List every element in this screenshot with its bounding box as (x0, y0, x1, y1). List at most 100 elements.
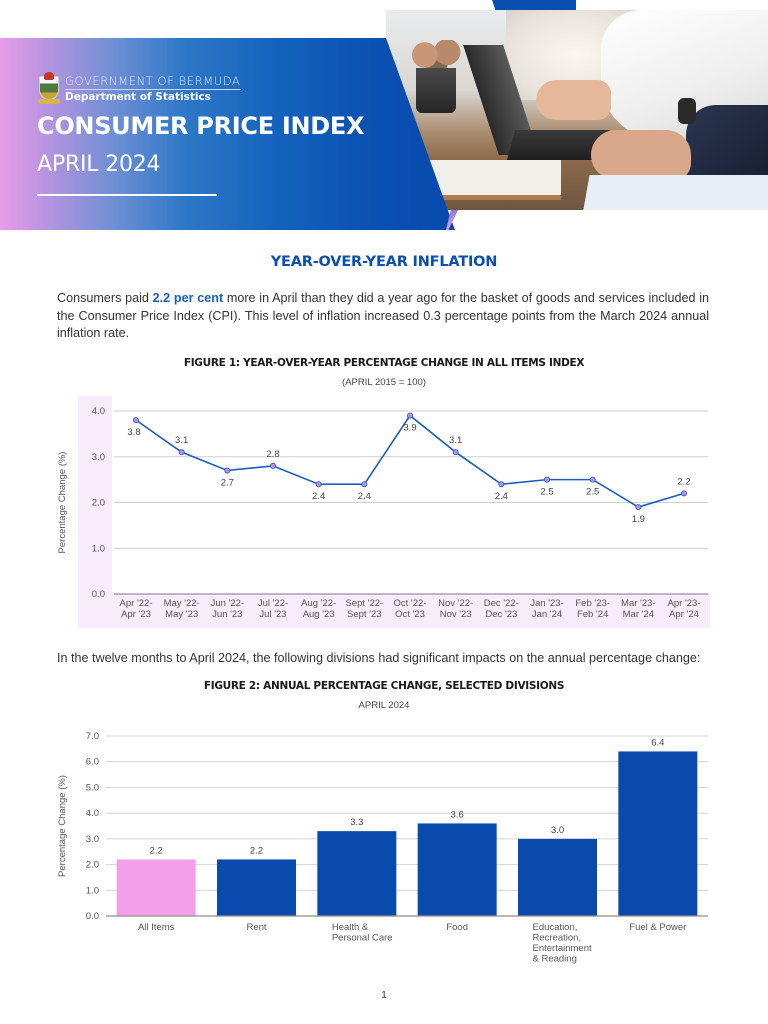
bar-value-label: 2.2 (250, 845, 263, 856)
x-tick-label: Education, (533, 922, 578, 933)
y-tick-label: 3.0 (92, 452, 105, 463)
x-tick-label: Food (446, 922, 468, 933)
x-tick-label: Aug '22- (301, 598, 336, 609)
x-tick-label: Recreation, (533, 933, 582, 944)
dept-name: Department of Statistics (65, 90, 211, 103)
x-tick-label: Feb '23- (575, 598, 610, 609)
data-label: 2.4 (312, 491, 325, 502)
data-point (361, 481, 368, 488)
x-tick-label: Apr '22- (120, 598, 153, 609)
data-label: 1.9 (632, 514, 645, 525)
bar-value-label: 2.2 (150, 845, 163, 856)
data-point (589, 476, 596, 483)
x-tick-label: May '23 (165, 609, 198, 620)
x-tick-label: All Items (138, 922, 175, 933)
data-point (635, 504, 642, 511)
data-point (269, 462, 276, 469)
x-tick-label: Mar '23- (621, 598, 656, 609)
coat-of-arms-icon (38, 72, 60, 106)
bar-chart-svg: 0.0 1.0 2.0 3.0 4.0 5.0 6.0 7.0 Percentage Chang… (57, 731, 708, 965)
x-tick-label: Personal Care (332, 933, 393, 944)
x-tick-label: Sept '22- (345, 598, 383, 609)
x-tick-label: Oct '22- (394, 598, 427, 609)
data-point (315, 481, 322, 488)
x-tick-label: Apr '23 (121, 609, 151, 620)
y-tick-label: 2.0 (86, 860, 99, 871)
header-banner (0, 38, 455, 230)
y-tick-label: 1.0 (92, 543, 105, 554)
bar (116, 859, 196, 916)
figure1-line-chart: 0.0 1.0 2.0 3.0 4.0 Percentage Change (%) 3.8 A… (50, 396, 710, 628)
x-tick-label: Feb '24 (577, 609, 608, 620)
data-label: 3.8 (127, 427, 140, 438)
x-tick-label: Rent (246, 922, 266, 933)
org-name: GOVERNMENT OF BERMUDA (65, 73, 241, 90)
data-label: 3.1 (449, 435, 462, 446)
header-photo (386, 10, 768, 210)
bar (518, 838, 597, 916)
intro-paragraph: Consumers paid 2.2 per cent more in Apri… (57, 291, 709, 340)
data-label: 2.4 (495, 491, 508, 502)
data-point (133, 417, 140, 424)
x-tick-label: Apr '24 (669, 609, 699, 620)
x-tick-label: Jan '24 (532, 609, 562, 620)
x-tick-label: Dec '23 (485, 609, 517, 620)
x-tick-label: & Reading (533, 954, 577, 965)
x-tick-label: Nov '22- (438, 598, 473, 609)
data-label: 2.8 (266, 449, 279, 460)
y-tick-label: 6.0 (86, 757, 99, 768)
data-point (498, 481, 505, 488)
data-point (681, 490, 688, 497)
x-tick-label: Nov '23 (440, 609, 472, 620)
x-tick-label: Dec '22- (484, 598, 519, 609)
y-tick-label: 0.0 (86, 911, 99, 922)
y-tick-label: 2.0 (92, 498, 105, 509)
bar (417, 823, 497, 916)
bermuda-logo: GOVERNMENT OF BERMUDA Department of Stat… (38, 72, 241, 106)
y-tick-label: 7.0 (86, 731, 99, 742)
bar (317, 831, 397, 916)
section-heading: YEAR-OVER-YEAR INFLATION (270, 254, 498, 270)
x-tick-label: Entertainment (533, 943, 593, 954)
bar-value-label: 3.6 (451, 809, 464, 820)
data-point (224, 467, 231, 474)
data-point (452, 449, 459, 456)
x-tick-label: Jul '23 (259, 609, 286, 620)
y-axis-panel (78, 396, 112, 628)
header-top-band (492, 0, 576, 10)
bar-value-label: 6.4 (651, 737, 664, 748)
plant-decoration (408, 40, 464, 120)
figure2-title: FIGURE 2: ANNUAL PERCENTAGE CHANGE, SELE… (203, 680, 565, 692)
y-tick-label: 5.0 (86, 782, 99, 793)
bar (217, 859, 296, 916)
x-tick-label: Sept '23 (347, 609, 382, 620)
report-period: APRIL 2024 (37, 152, 161, 177)
line-chart-svg: 0.0 1.0 2.0 3.0 4.0 Percentage Change (%) 3.8 A… (57, 396, 710, 628)
data-point (406, 412, 413, 419)
figure2-subtitle: APRIL 2024 (358, 700, 410, 711)
bar (618, 751, 698, 916)
y-axis-title: Percentage Change (%) (57, 775, 68, 877)
y-tick-label: 3.0 (86, 834, 99, 845)
y-tick-label: 1.0 (86, 885, 99, 896)
report-header: GOVERNMENT OF BERMUDA Department of Stat… (0, 0, 768, 232)
x-axis-panel (78, 594, 710, 628)
x-tick-label: Apr '23- (668, 598, 701, 609)
divisions-paragraph: In the twelve months to April 2024, the … (57, 651, 701, 665)
y-tick-label: 4.0 (92, 406, 105, 417)
y-axis-title: Percentage Change (%) (57, 452, 68, 554)
data-point (178, 449, 185, 456)
data-label: 3.1 (175, 435, 188, 446)
title-underline (37, 194, 217, 196)
data-label: 2.5 (586, 487, 599, 498)
figure1-subtitle: (APRIL 2015 = 100) (342, 377, 426, 388)
x-tick-label: Jan '23- (530, 598, 564, 609)
x-tick-label: Jul '22- (258, 598, 288, 609)
x-tick-label: Jun '23 (212, 609, 242, 620)
x-tick-label: Aug '23 (303, 609, 335, 620)
data-label: 2.4 (358, 491, 371, 502)
data-point (543, 476, 550, 483)
y-tick-label: 0.0 (92, 589, 105, 600)
x-tick-label: Health & (332, 922, 369, 933)
data-label: 3.9 (403, 423, 416, 434)
